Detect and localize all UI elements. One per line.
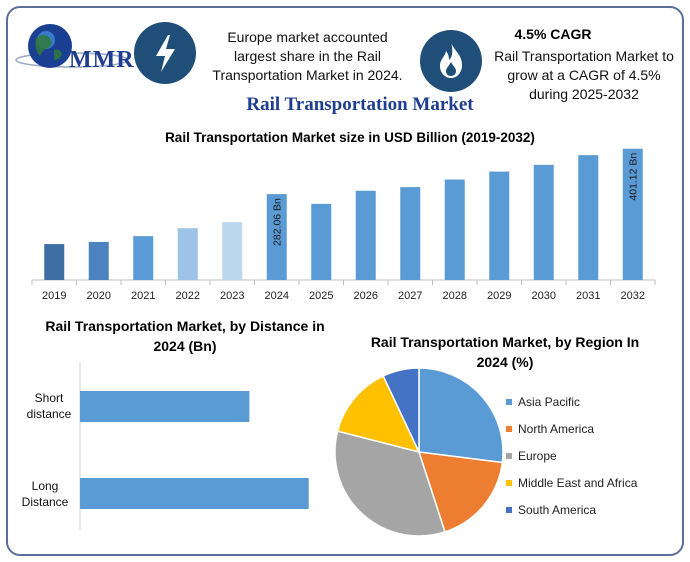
x-tick-label: 2021 bbox=[131, 290, 155, 302]
bar-2030 bbox=[533, 164, 554, 280]
bar-2020 bbox=[88, 241, 109, 280]
legend-item: Middle East and Africa bbox=[506, 469, 637, 496]
info-europe-share: Europe market accounted largest share in… bbox=[212, 29, 403, 83]
bar-2024 bbox=[266, 194, 287, 280]
x-tick-label: 2025 bbox=[309, 290, 333, 302]
pie-slice-north-america bbox=[417, 451, 504, 533]
region-chart-title: Rail Transportation Market, by Region In… bbox=[370, 334, 640, 370]
bar-2019 bbox=[44, 244, 65, 280]
x-tick-label: 2022 bbox=[176, 290, 200, 302]
bar-2021 bbox=[133, 236, 154, 280]
logo-text: MMR bbox=[69, 47, 135, 73]
x-tick-label: 2023 bbox=[220, 290, 244, 302]
legend-swatch bbox=[506, 425, 512, 432]
legend-label: Asia Pacific bbox=[518, 394, 581, 409]
x-tick-label: 2030 bbox=[532, 290, 556, 302]
bar-2025 bbox=[311, 203, 332, 280]
x-tick-label: 2032 bbox=[621, 290, 645, 302]
globe-icon bbox=[15, 24, 129, 68]
info-cagr: Rail Transportation Market to grow at a … bbox=[494, 48, 674, 102]
flame-icon bbox=[420, 30, 482, 92]
pie-slice-europe bbox=[334, 430, 446, 537]
legend-swatch bbox=[506, 398, 512, 405]
bar-2028 bbox=[444, 179, 465, 280]
x-tick-label: 2026 bbox=[354, 290, 378, 302]
x-tick-label: 2019 bbox=[42, 290, 66, 302]
bar-chart-title: Rail Transportation Market size in USD B… bbox=[165, 130, 535, 145]
bar-2032 bbox=[622, 148, 643, 280]
legend-swatch bbox=[506, 479, 512, 486]
legend-label: South America bbox=[518, 502, 597, 517]
legend-label: North America bbox=[518, 421, 595, 436]
x-tick-label: 2028 bbox=[443, 290, 467, 302]
legend-item: Europe bbox=[506, 442, 637, 469]
bar-2026 bbox=[355, 190, 376, 280]
data-label-2032: 401.12 Bn bbox=[628, 153, 640, 201]
distance-label-long: Long Distance bbox=[21, 479, 69, 509]
bar-long-distance bbox=[80, 478, 309, 509]
bar-2029 bbox=[489, 171, 510, 280]
region-legend: Asia Pacific North America Europe Middle… bbox=[506, 388, 637, 523]
bar-2027 bbox=[400, 187, 421, 280]
distance-chart-title: Rail Transportation Market, by Distance … bbox=[45, 318, 325, 354]
lightning-bolt-icon bbox=[134, 22, 196, 84]
x-tick-label: 2031 bbox=[576, 290, 600, 302]
distance-label-short: Short distance bbox=[26, 391, 72, 421]
legend-item: Asia Pacific bbox=[506, 388, 637, 415]
legend-item: North America bbox=[506, 415, 637, 442]
x-tick-label: 2029 bbox=[487, 290, 511, 302]
pie-slice-asia-pacific bbox=[418, 367, 504, 464]
bar-2022 bbox=[177, 228, 198, 280]
cagr-title: 4.5% CAGR bbox=[514, 26, 592, 42]
pie-slice-middle-east-and-africa bbox=[336, 374, 421, 454]
bar-2031 bbox=[578, 155, 599, 280]
data-label-2024: 282.06 Bn bbox=[272, 198, 284, 246]
legend-label: Europe bbox=[518, 448, 557, 463]
legend-item: South America bbox=[506, 496, 637, 523]
mmr-logo: MMR bbox=[14, 20, 134, 80]
x-tick-label: 2027 bbox=[398, 290, 422, 302]
legend-swatch bbox=[506, 506, 512, 513]
bar-2023 bbox=[222, 222, 243, 280]
legend-label: Middle East and Africa bbox=[518, 475, 638, 490]
bar-short-distance bbox=[80, 391, 250, 422]
legend-swatch bbox=[506, 452, 512, 459]
pie-slice-south-america bbox=[382, 367, 420, 453]
x-tick-label: 2024 bbox=[265, 290, 289, 302]
main-title: Rail Transportation Market bbox=[246, 94, 474, 115]
x-tick-label: 2020 bbox=[87, 290, 111, 302]
